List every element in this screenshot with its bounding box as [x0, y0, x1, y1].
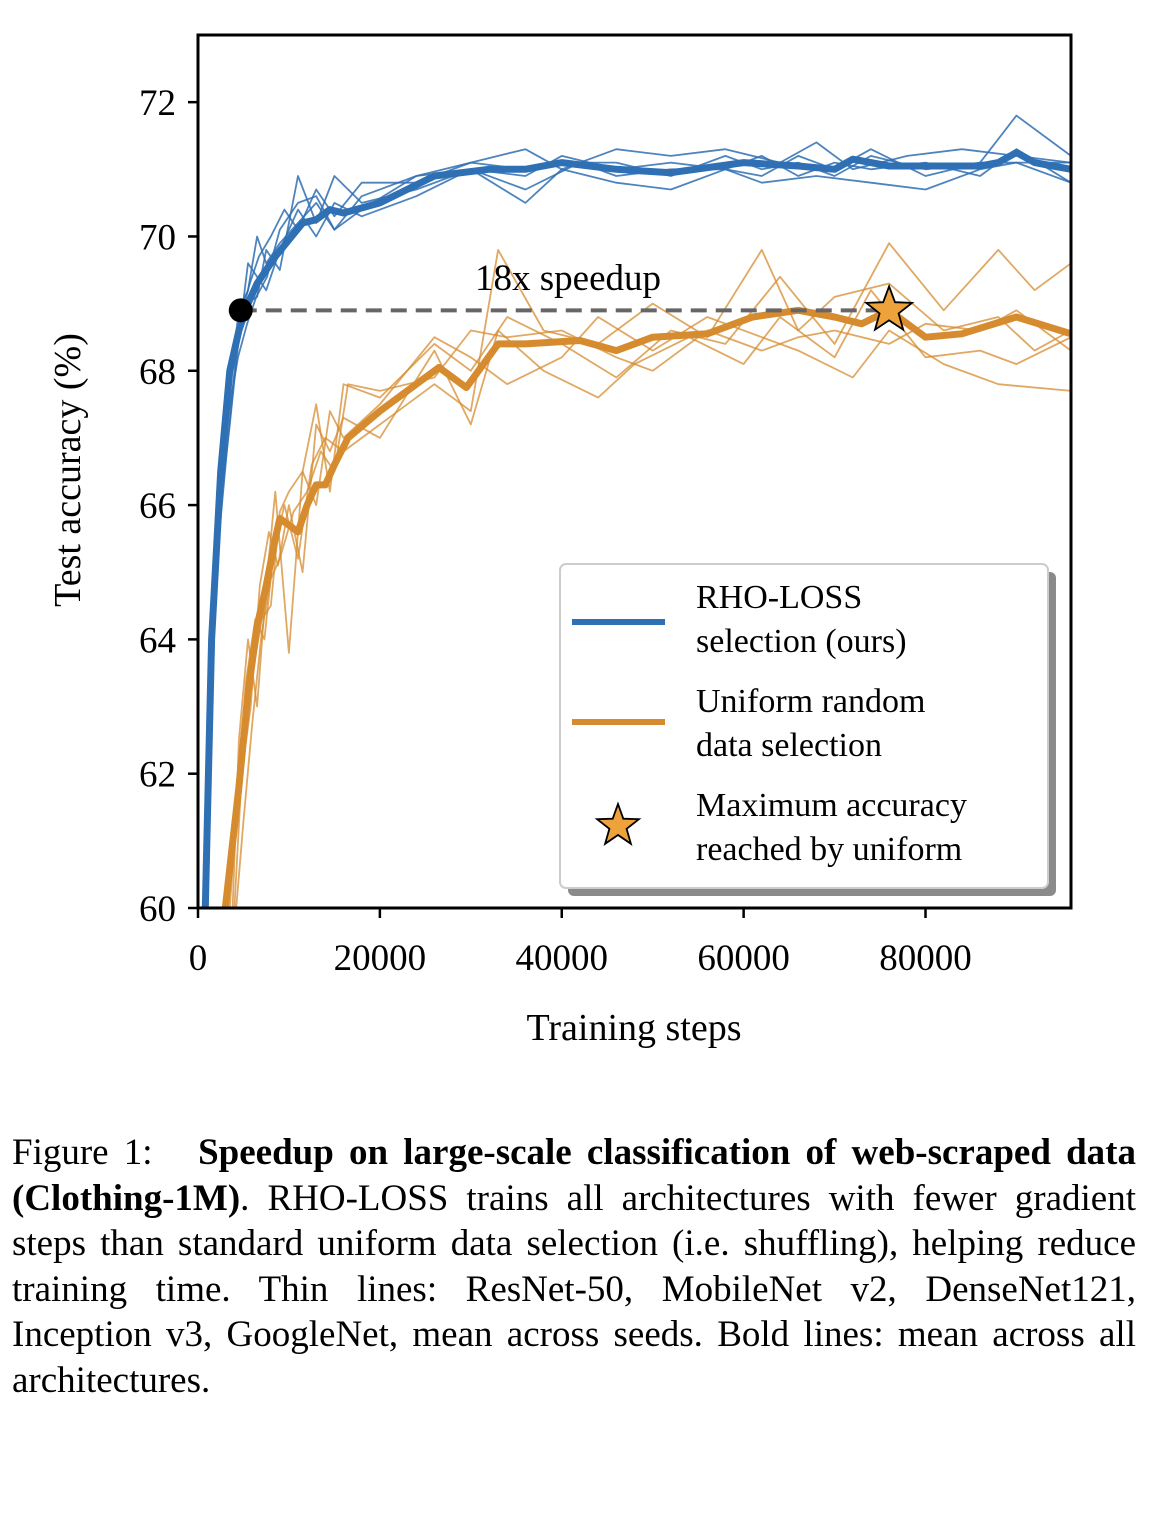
uniform-thin-line-5	[235, 309, 1071, 908]
y-tick-label: 68	[139, 352, 176, 393]
chart: 18x speedup 0 20000 40000 60000 80000 60 62 64…	[47, 33, 1073, 1049]
y-tick-label: 66	[139, 486, 176, 527]
legend-label-rho-2: selection (ours)	[696, 623, 907, 660]
rho-thin-line-5	[205, 161, 1071, 908]
legend: RHO-LOSS selection (ours) Uniform random…	[559, 563, 1056, 896]
rho-reach-marker	[228, 298, 253, 323]
plot-frame	[196, 33, 1073, 910]
legend-label-uniform-1: Uniform random	[696, 683, 925, 720]
y-tick-label: 64	[139, 620, 176, 661]
x-tick-label: 40000	[516, 938, 609, 979]
y-axis-title: Test accuracy (%)	[47, 333, 89, 607]
x-axis: 0 20000 40000 60000 80000	[189, 908, 972, 979]
annotation-text: 18x speedup	[475, 258, 661, 299]
caption-bold: Speedup on large-scale classification of…	[12, 1132, 1136, 1219]
x-tick-label: 60000	[697, 938, 790, 979]
legend-box	[559, 563, 1049, 889]
caption-body: . RHO-LOSS trains all architectures with…	[12, 1177, 1136, 1401]
annotation-layer: 18x speedup	[228, 258, 915, 332]
x-tick-label: 20000	[334, 938, 427, 979]
legend-label-uniform-2: data selection	[696, 727, 882, 764]
y-tick-label: 70	[139, 217, 176, 258]
caption-prefix: Figure 1:	[12, 1132, 153, 1173]
legend-label-star-2: reached by uniform	[696, 831, 962, 868]
uniform-mean-line	[221, 306, 1071, 908]
y-tick-label: 62	[139, 755, 176, 796]
x-axis-title: Training steps	[526, 1007, 741, 1049]
legend-label-star-1: Maximum accuracy	[696, 787, 967, 824]
legend-label-rho-1: RHO-LOSS	[696, 579, 862, 616]
rho-mean-line	[201, 149, 1071, 908]
y-tick-label: 60	[139, 889, 176, 930]
legend-star-icon	[594, 801, 642, 846]
max-accuracy-star-icon	[863, 283, 915, 332]
bold-lines-layer	[201, 149, 1071, 908]
y-axis: 60 62 64 66 68 70 72	[139, 83, 198, 930]
x-tick-label: 0	[189, 938, 208, 979]
figure-caption: Figure 1: Speedup on large-scale classif…	[12, 1130, 1136, 1403]
y-tick-label: 72	[139, 83, 176, 124]
x-tick-label: 80000	[879, 938, 972, 979]
